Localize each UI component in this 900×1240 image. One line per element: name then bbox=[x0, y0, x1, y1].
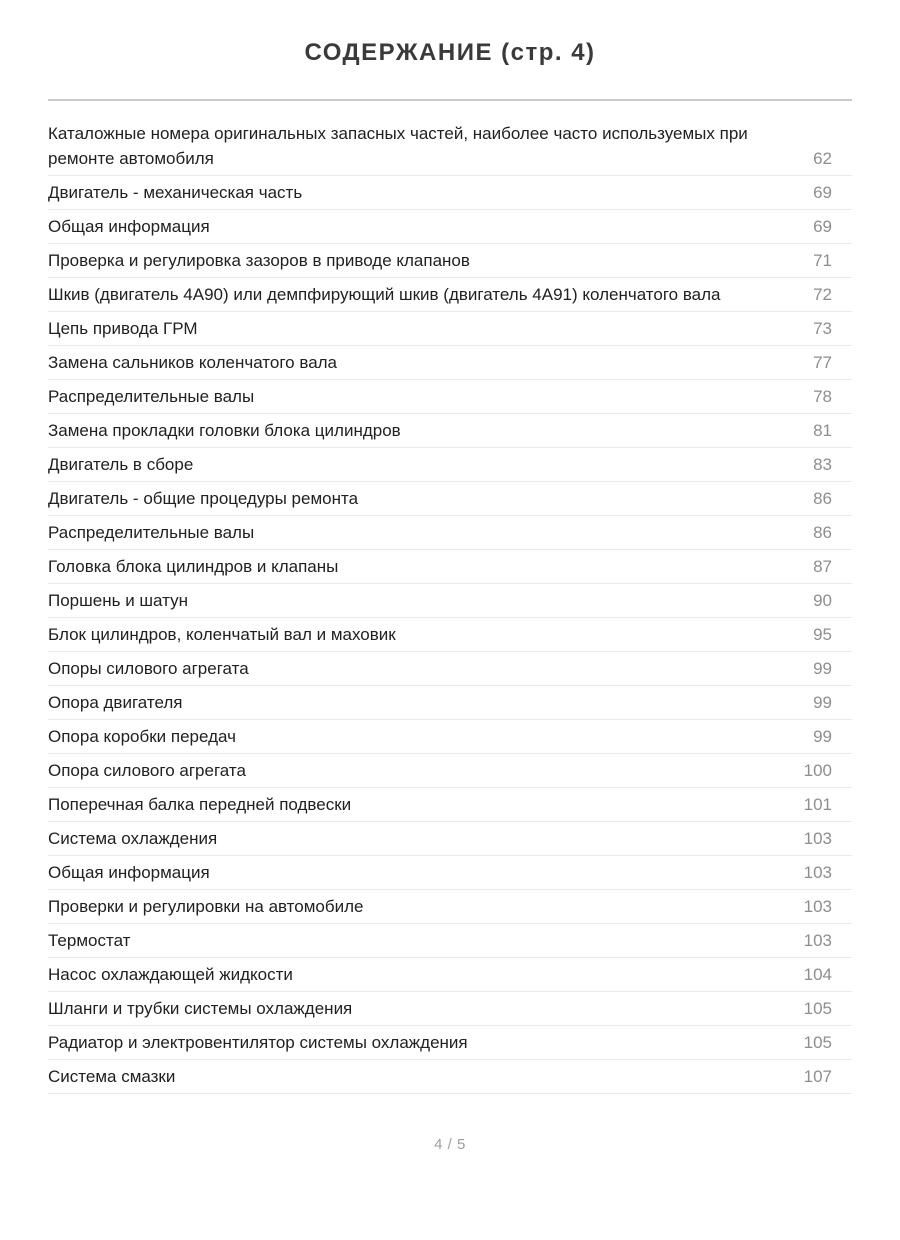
toc-entry-page-number: 86 bbox=[813, 489, 832, 509]
toc-entry-row[interactable]: Опоры силового агрегата 99 bbox=[48, 652, 852, 687]
toc-entry-page-number: 105 bbox=[803, 1033, 832, 1053]
toc-entry-row[interactable]: Проверки и регулировки на автомобиле 103 bbox=[48, 890, 852, 925]
toc-entry-row[interactable]: Распределительные валы 78 bbox=[48, 380, 852, 415]
document-page: СОДЕРЖАНИЕ (стр. 4) Каталожные номера ор… bbox=[0, 39, 900, 1181]
toc-entry-title: Насос охлаждающей жидкости bbox=[48, 965, 293, 985]
toc-entry-row[interactable]: Блок цилиндров, коленчатый вал и маховик… bbox=[48, 618, 852, 653]
toc-entry-row[interactable]: Термостат 103 bbox=[48, 924, 852, 959]
toc-entry-title: Опоры силового агрегата bbox=[48, 659, 249, 679]
toc-entry-page-number: 105 bbox=[803, 999, 832, 1019]
toc-entry-page-number: 72 bbox=[813, 285, 832, 305]
toc-entry-page-number: 90 bbox=[813, 591, 832, 611]
toc-entry-row[interactable]: Головка блока цилиндров и клапаны 87 bbox=[48, 550, 852, 585]
toc-entry-row[interactable]: Система смазки 107 bbox=[48, 1060, 852, 1095]
toc-entry-row[interactable]: Двигатель в сборе 83 bbox=[48, 448, 852, 483]
toc-entry-page-number: 83 bbox=[813, 455, 832, 475]
toc-entry-title: Поперечная балка передней подвески bbox=[48, 795, 352, 815]
toc-entry-row[interactable]: Система охлаждения 103 bbox=[48, 822, 852, 857]
toc-entry-title: Проверка и регулировка зазоров в приводе… bbox=[48, 251, 470, 271]
toc-entry-page-number: 99 bbox=[813, 727, 832, 747]
toc-entry-title: Цепь привода ГРМ bbox=[48, 319, 198, 339]
toc-entry-row[interactable]: Цепь привода ГРМ 73 bbox=[48, 312, 852, 347]
toc-entry-title: Шланги и трубки системы охлаждения bbox=[48, 999, 353, 1019]
toc-entry-row[interactable]: Поперечная балка передней подвески 101 bbox=[48, 788, 852, 823]
toc-entry-title: Система охлаждения bbox=[48, 829, 218, 849]
toc-entry-page-number: 69 bbox=[813, 183, 832, 203]
toc-entry-row[interactable]: Опора силового агрегата 100 bbox=[48, 754, 852, 789]
title-divider bbox=[48, 99, 852, 102]
toc-entry-title: Распределительные валы bbox=[48, 387, 255, 407]
page-title: СОДЕРЖАНИЕ (стр. 4) bbox=[304, 39, 596, 66]
page-indicator: 4 / 5 bbox=[434, 1136, 466, 1154]
toc-entry-title: Головка блока цилиндров и клапаны bbox=[48, 557, 339, 577]
toc-entry-page-number: 100 bbox=[803, 761, 832, 781]
toc-entry-page-number: 103 bbox=[803, 897, 832, 917]
toc-entry-title: Шкив (двигатель 4А90) или демпфирующий ш… bbox=[48, 285, 721, 305]
toc-entry-title: Блок цилиндров, коленчатый вал и маховик bbox=[48, 625, 396, 645]
toc-entry-row[interactable]: Поршень и шатун 90 bbox=[48, 584, 852, 619]
toc-entry-title: Общая информация bbox=[48, 217, 210, 237]
toc-entry-title: Поршень и шатун bbox=[48, 591, 188, 611]
toc-entry-page-number: 86 bbox=[813, 523, 832, 543]
toc-entry-title: Замена прокладки головки блока цилиндров bbox=[48, 421, 401, 441]
toc-entry-title: Общая информация bbox=[48, 863, 210, 883]
toc-entry-page-number: 107 bbox=[803, 1067, 832, 1087]
toc-entry-row[interactable]: Проверка и регулировка зазоров в приводе… bbox=[48, 244, 852, 279]
toc-entry-page-number: 78 bbox=[813, 387, 832, 407]
toc-entry-title: Радиатор и электровентилятор системы охл… bbox=[48, 1033, 468, 1053]
toc-entry-page-number: 69 bbox=[813, 217, 832, 237]
toc-entry-page-number: 99 bbox=[813, 693, 832, 713]
toc-entry-page-number: 101 bbox=[803, 795, 832, 815]
toc-entry-row[interactable]: Общая информация 103 bbox=[48, 856, 852, 891]
toc-entry-row[interactable]: Распределительные валы 86 bbox=[48, 516, 852, 551]
toc-entry-row[interactable]: Замена сальников коленчатого вала 77 bbox=[48, 346, 852, 381]
toc-entry-title: Двигатель - общие процедуры ремонта bbox=[48, 489, 359, 509]
toc-entry-page-number: 73 bbox=[813, 319, 832, 339]
toc-entry-page-number: 95 bbox=[813, 625, 832, 645]
toc-entry-row[interactable]: Двигатель - механическая часть 69 bbox=[48, 176, 852, 211]
toc-entry-title: Опора коробки передач bbox=[48, 727, 236, 747]
toc-entry-title: Термостат bbox=[48, 931, 131, 951]
toc-entry-title: Замена сальников коленчатого вала bbox=[48, 353, 338, 373]
toc-entry-row[interactable]: Опора двигателя 99 bbox=[48, 686, 852, 721]
toc-entry-page-number: 104 bbox=[803, 965, 832, 985]
toc-entry-page-number: 71 bbox=[813, 251, 832, 271]
toc-entry-title: Проверки и регулировки на автомобиле bbox=[48, 897, 364, 917]
toc-entry-page-number: 99 bbox=[813, 659, 832, 679]
toc-entry-page-number: 103 bbox=[803, 863, 832, 883]
toc-entry-title: Опора двигателя bbox=[48, 693, 183, 713]
toc-entry-row[interactable]: Опора коробки передач 99 bbox=[48, 720, 852, 755]
toc-entry-page-number: 81 bbox=[813, 421, 832, 441]
toc-entry-row[interactable]: Каталожные номера оригинальных запасных … bbox=[48, 117, 852, 177]
toc-entry-page-number: 62 bbox=[813, 149, 832, 169]
toc-entry-row[interactable]: Двигатель - общие процедуры ремонта 86 bbox=[48, 482, 852, 517]
toc-entry-title: Каталожные номера оригинальных запасных … bbox=[48, 124, 748, 169]
toc-entry-page-number: 103 bbox=[803, 931, 832, 951]
toc-entry-row[interactable]: Общая информация 69 bbox=[48, 210, 852, 245]
toc-entry-row[interactable]: Замена прокладки головки блока цилиндров… bbox=[48, 414, 852, 449]
toc-list: Каталожные номера оригинальных запасных … bbox=[48, 117, 852, 1095]
toc-entry-row[interactable]: Шланги и трубки системы охлаждения 105 bbox=[48, 992, 852, 1027]
toc-entry-page-number: 87 bbox=[813, 557, 832, 577]
toc-entry-title: Двигатель - механическая часть bbox=[48, 183, 303, 203]
toc-entry-row[interactable]: Радиатор и электровентилятор системы охл… bbox=[48, 1026, 852, 1061]
toc-entry-title: Опора силового агрегата bbox=[48, 761, 246, 781]
toc-entry-title: Распределительные валы bbox=[48, 523, 255, 543]
toc-entry-row[interactable]: Насос охлаждающей жидкости 104 bbox=[48, 958, 852, 993]
toc-entry-row[interactable]: Шкив (двигатель 4А90) или демпфирующий ш… bbox=[48, 278, 852, 313]
toc-entry-title: Двигатель в сборе bbox=[48, 455, 194, 475]
toc-entry-page-number: 103 bbox=[803, 829, 832, 849]
toc-entry-title: Система смазки bbox=[48, 1067, 176, 1087]
toc-entry-page-number: 77 bbox=[813, 353, 832, 373]
